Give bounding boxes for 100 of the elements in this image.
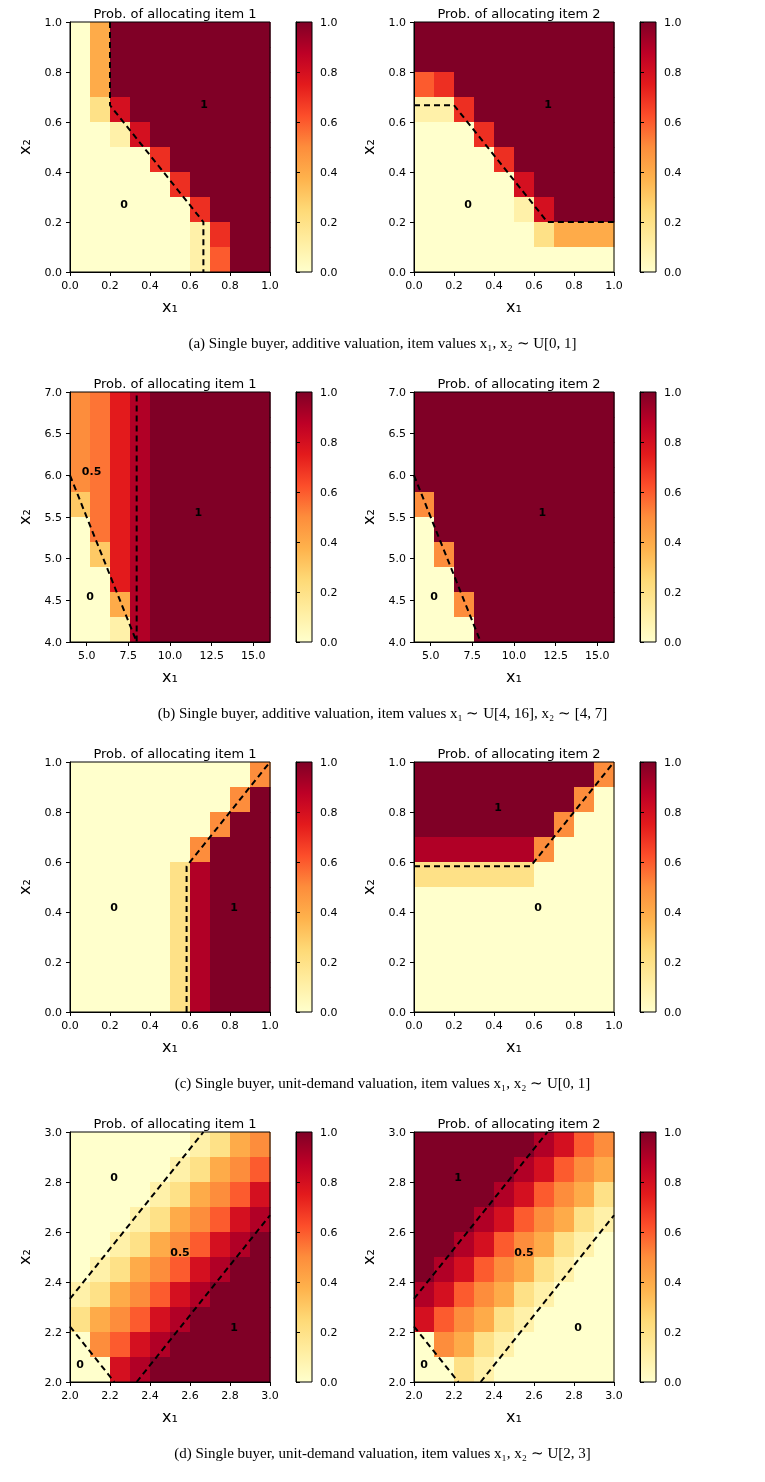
color-bar-label: 1.0 — [320, 1125, 338, 1139]
annotation: 1 — [200, 98, 208, 111]
color-bar-label: 0.2 — [320, 585, 338, 599]
color-bar-label: 0.0 — [664, 1005, 682, 1019]
x-tick-label: 2.0 — [61, 1389, 79, 1402]
chart-title: Prob. of allocating item 1 — [93, 746, 257, 761]
color-bar-label: 0.2 — [664, 585, 682, 599]
y-tick-label: 1.0 — [388, 755, 406, 769]
x-tick-label: 0.2 — [445, 279, 463, 292]
y-tick-label: 0.4 — [388, 905, 406, 919]
color-bar-label: 0.2 — [320, 955, 338, 969]
color-bar-label: 0.6 — [320, 115, 338, 129]
x-tick-label: 2.8 — [565, 1389, 583, 1402]
color-bar-label: 1.0 — [320, 385, 338, 399]
color-bar-label: 0.8 — [664, 435, 682, 449]
y-axis-title: x₂ — [358, 1249, 378, 1265]
x-tick-label: 0.2 — [101, 1019, 119, 1032]
y-axis-title: x₂ — [14, 1249, 34, 1265]
x-axis-title: x₁ — [506, 1036, 522, 1056]
color-bar-label: 0.4 — [664, 905, 682, 919]
annotation: 0 — [120, 198, 129, 211]
y-tick-label: 0.0 — [388, 1005, 406, 1019]
color-bar-label: 1.0 — [320, 755, 338, 769]
color-bar-label: 0.6 — [664, 1225, 682, 1239]
annotation: 1 — [494, 800, 502, 814]
x-tick-label: 2.4 — [141, 1389, 159, 1402]
x-tick-label: 0.4 — [141, 1019, 159, 1032]
x-tick-label: 0.6 — [181, 279, 199, 292]
annotation: 1 — [544, 98, 552, 111]
x-tick-label: 1.0 — [605, 1019, 623, 1032]
y-tick-label: 2.2 — [44, 1325, 62, 1339]
chart-title: Prob. of allocating item 1 — [93, 376, 257, 391]
color-bar-label: 0.6 — [664, 485, 682, 499]
x-axis-title: x₁ — [506, 1406, 522, 1426]
annotation: 0 — [464, 198, 473, 211]
x-tick-label: 3.0 — [605, 1389, 623, 1402]
color-bar-label: 0.8 — [320, 435, 338, 449]
color-bar-label: 0.0 — [320, 1375, 338, 1389]
y-tick-label: 5.5 — [388, 510, 406, 524]
y-tick-label: 0.8 — [388, 65, 406, 79]
color-bar-label: 0.2 — [664, 215, 682, 229]
x-tick-label: 0.6 — [525, 1019, 543, 1032]
y-tick-label: 4.0 — [388, 635, 406, 649]
annotation: 1 — [454, 1170, 462, 1184]
y-tick-label: 0.4 — [44, 905, 62, 919]
y-tick-label: 2.0 — [388, 1375, 406, 1389]
color-bar-label: 0.0 — [664, 265, 682, 279]
chart-title: Prob. of allocating item 2 — [437, 6, 601, 21]
x-tick-label: 0.6 — [181, 1019, 199, 1032]
color-bar-label: 0.0 — [320, 265, 338, 279]
annotation: 1 — [194, 506, 203, 520]
x-tick-label: 15.0 — [241, 649, 266, 662]
y-axis-title: x₂ — [358, 879, 378, 895]
color-bar-label: 0.4 — [664, 165, 682, 179]
color-bar-label: 1.0 — [664, 755, 682, 769]
y-tick-label: 0.6 — [44, 855, 62, 869]
color-bar-label: 0.8 — [664, 805, 682, 819]
x-axis-title: x₁ — [506, 296, 522, 316]
annotation: 0 — [110, 1170, 119, 1184]
annotation: 0 — [534, 900, 543, 914]
y-tick-label: 2.6 — [388, 1225, 406, 1239]
x-tick-label: 0.4 — [141, 279, 159, 292]
color-bar-label: 0.0 — [320, 635, 338, 649]
x-axis-title: x₁ — [506, 666, 522, 686]
y-tick-label: 0.2 — [388, 955, 406, 969]
y-tick-label: 1.0 — [388, 15, 406, 29]
x-tick-label: 0.0 — [405, 279, 423, 292]
chart-title: Prob. of allocating item 2 — [437, 376, 601, 391]
y-tick-label: 0.0 — [388, 265, 406, 279]
x-tick-label: 2.4 — [485, 1389, 503, 1402]
y-tick-label: 6.5 — [388, 427, 406, 441]
x-tick-label: 1.0 — [605, 279, 623, 292]
x-tick-label: 12.5 — [543, 649, 568, 662]
annotation: 0 — [86, 589, 95, 603]
annotation: 0 — [420, 1358, 429, 1371]
text: (b) Single buyer, additive valuation, item values x₁ ∼ U[4, 16], x₂ ∼ [4, 7] — [156, 704, 609, 722]
annotation: 1 — [230, 1320, 238, 1334]
y-tick-label: 1.0 — [44, 755, 62, 769]
x-tick-label: 5.0 — [77, 649, 96, 662]
x-tick-label: 7.5 — [463, 649, 482, 662]
x-axis-title: x₁ — [162, 666, 178, 686]
color-bar-label: 0.4 — [664, 1275, 682, 1289]
y-tick-label: 0.8 — [388, 805, 406, 819]
y-tick-label: 5.0 — [388, 552, 406, 566]
chart-title: Prob. of allocating item 2 — [437, 746, 601, 761]
x-tick-label: 2.8 — [221, 1389, 239, 1402]
y-tick-label: 3.0 — [44, 1125, 62, 1139]
annotation: 0.5 — [170, 1245, 190, 1259]
y-tick-label: 4.5 — [388, 593, 406, 607]
y-tick-label: 0.2 — [44, 215, 62, 229]
color-bar-label: 0.6 — [320, 855, 338, 869]
color-bar-label: 0.8 — [320, 65, 338, 79]
x-tick-label: 3.0 — [261, 1389, 279, 1402]
x-tick-label: 7.5 — [119, 649, 138, 662]
x-tick-label: 0.8 — [221, 1019, 239, 1032]
y-tick-label: 0.6 — [388, 855, 406, 869]
y-tick-label: 5.5 — [44, 510, 62, 524]
text: (c) Single buyer, unit-demand valuation, item values x₁, x₂ ∼ U[0, 1] — [173, 1074, 592, 1092]
y-tick-label: 1.0 — [44, 15, 62, 29]
annotation: 0 — [574, 1320, 583, 1334]
